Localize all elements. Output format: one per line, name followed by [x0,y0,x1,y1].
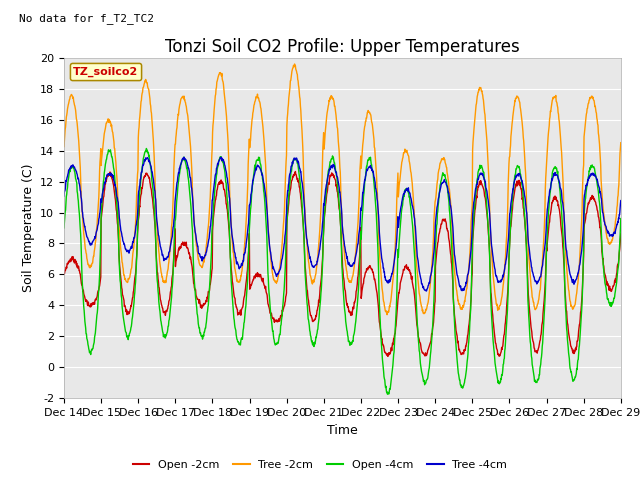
Open -2cm [60,270,68,276]
Tree -4cm [184,163,191,169]
Tree -4cm [617,198,625,204]
Tree -4cm [170,215,178,221]
Open -2cm [617,231,625,237]
Tree -4cm [422,288,430,294]
Open -4cm [246,207,254,213]
Legend: Open -2cm, Tree -2cm, Open -4cm, Tree -4cm: Open -2cm, Tree -2cm, Open -4cm, Tree -4… [128,456,512,474]
Open -4cm [429,309,437,314]
Tree -2cm [246,139,254,145]
Open -2cm [502,312,510,317]
Y-axis label: Soil Temperature (C): Soil Temperature (C) [22,164,35,292]
Open -2cm [170,243,178,249]
Line: Tree -4cm: Tree -4cm [64,157,621,291]
Open -4cm [383,391,391,397]
Open -2cm [292,168,300,174]
Open -4cm [184,175,192,181]
Open -4cm [143,145,150,151]
Tree -2cm [184,113,191,119]
Line: Tree -2cm: Tree -2cm [64,64,621,315]
Open -2cm [552,196,559,202]
Title: Tonzi Soil CO2 Profile: Upper Temperatures: Tonzi Soil CO2 Profile: Upper Temperatur… [165,38,520,56]
Text: No data for f_T2_TC2: No data for f_T2_TC2 [19,12,154,24]
Line: Open -2cm: Open -2cm [64,171,621,356]
Line: Open -4cm: Open -4cm [64,148,621,394]
Open -4cm [60,225,68,231]
Tree -2cm [429,234,437,240]
Open -2cm [184,245,191,251]
Tree -2cm [383,312,391,318]
Tree -4cm [246,199,254,204]
Tree -2cm [502,239,510,245]
X-axis label: Time: Time [327,424,358,437]
Open -2cm [246,285,254,290]
Tree -4cm [552,170,559,176]
Tree -2cm [291,61,298,67]
Open -4cm [617,216,625,221]
Open -4cm [552,164,559,170]
Tree -2cm [60,144,68,149]
Tree -4cm [218,155,225,160]
Tree -2cm [617,140,625,145]
Open -4cm [502,328,510,334]
Tree -4cm [502,256,510,262]
Tree -2cm [552,95,559,100]
Legend: TZ_soilco2: TZ_soilco2 [70,63,141,80]
Open -2cm [384,353,392,359]
Tree -4cm [429,252,437,258]
Tree -2cm [170,156,178,162]
Tree -4cm [60,193,68,199]
Open -2cm [429,320,437,325]
Open -4cm [171,228,179,233]
